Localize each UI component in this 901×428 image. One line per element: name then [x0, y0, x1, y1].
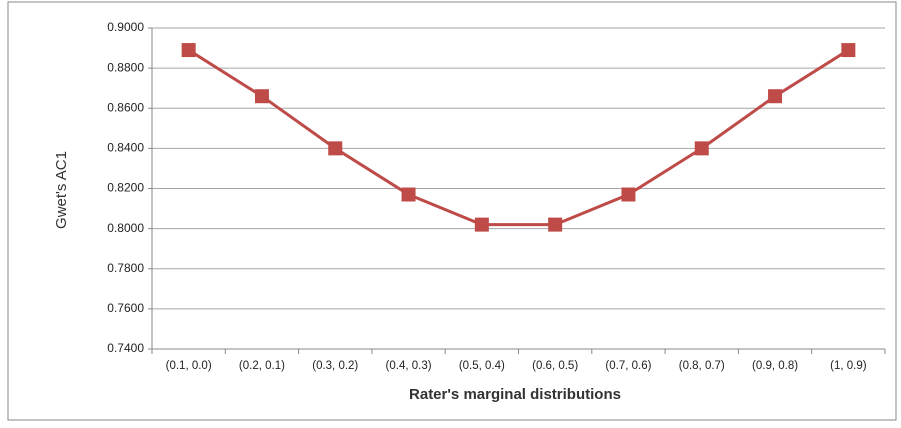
chart-frame — [7, 1, 897, 421]
x-tick-label: (0.2, 0.1) — [239, 360, 285, 372]
x-tick-label: (0.3, 0.2) — [312, 360, 358, 372]
x-axis-title: Rater's marginal distributions — [409, 386, 621, 403]
x-tick-label: (0.5, 0.4) — [459, 360, 505, 372]
point-marker — [548, 217, 563, 232]
x-tick-label: (0.8, 0.7) — [679, 360, 725, 372]
point-marker — [841, 43, 856, 58]
y-tick-label: 0.8800 — [107, 60, 144, 74]
point-marker — [328, 141, 343, 156]
y-tick-label: 0.8000 — [107, 221, 144, 235]
point-marker — [694, 141, 709, 156]
y-axis-title: Gwet's AC1 — [53, 151, 70, 229]
point-marker — [254, 89, 269, 104]
series-line — [187, 48, 850, 227]
x-tick-label: (0.1, 0.0) — [166, 360, 212, 372]
y-tick-label: 0.9000 — [107, 20, 144, 34]
point-marker — [401, 187, 416, 202]
y-tick-label: 0.8200 — [107, 181, 144, 195]
point-marker — [768, 89, 783, 104]
x-tick-label: (0.7, 0.6) — [605, 360, 651, 372]
x-tick-label: (1, 0.9) — [830, 360, 867, 372]
x-tick-label: (0.6, 0.5) — [532, 360, 578, 372]
y-tick-label: 0.8600 — [107, 100, 144, 114]
point-marker — [181, 43, 196, 58]
y-tick-label: 0.8400 — [107, 141, 144, 155]
point-marker — [474, 217, 489, 232]
x-tick-label: (0.4, 0.3) — [386, 360, 432, 372]
y-tick-label: 0.7400 — [107, 341, 144, 355]
y-tick-label: 0.7600 — [107, 301, 144, 315]
y-tick-label: 0.7800 — [107, 261, 144, 275]
x-tick-label: (0.9, 0.8) — [752, 360, 798, 372]
point-marker — [621, 187, 636, 202]
